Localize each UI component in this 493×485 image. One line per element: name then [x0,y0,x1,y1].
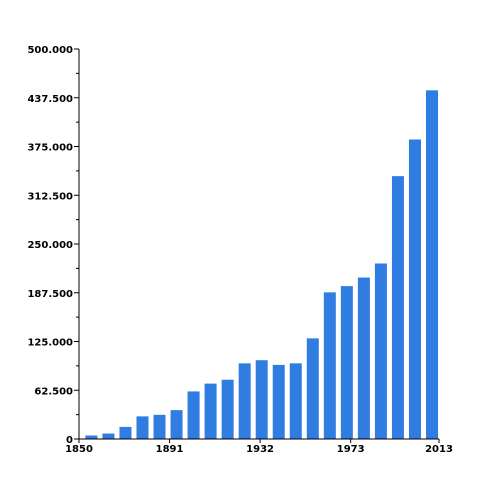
y-tick-label: 187.500 [27,289,73,300]
bar [255,360,268,439]
y-tick-label: 437.500 [27,94,73,105]
x-ticks: 1850 1891 1932 1973 2013 [65,439,453,455]
bar [408,139,421,440]
bar [136,416,149,439]
bar [272,364,285,439]
x-tick-label: 1850 [65,444,93,455]
bar [391,176,404,439]
bar [340,286,353,439]
y-axis: 0 62.500 125.000 187.500 250.000 312.500 375.0… [27,45,80,446]
x-axis: 1850 1891 1932 1973 2013 [65,438,453,455]
bar [85,435,98,439]
bar [238,363,251,439]
y-tick-label: 250.000 [27,240,73,251]
bar [170,410,183,439]
bar [374,263,387,439]
y-tick-label: 375.000 [27,143,73,154]
y-tick-label: 125.000 [27,338,73,349]
y-tick-label: 312.500 [27,191,73,202]
bar [102,433,115,439]
bar [306,338,319,439]
bar [289,363,302,439]
bars [85,90,438,440]
x-tick-label: 2013 [425,444,453,455]
bar [119,426,132,439]
bar [323,292,336,439]
x-tick-label: 1932 [246,444,274,455]
y-tick-label: 500.000 [27,45,73,56]
bar [153,414,166,439]
y-tick-label: 0 [66,435,73,446]
bar [426,90,438,439]
bar [204,383,217,439]
bar [221,379,234,439]
bar [357,277,370,439]
x-tick-label: 1891 [156,444,184,455]
bar [187,391,200,439]
y-ticks: 0 62.500 125.000 187.500 250.000 312.500 375.0… [27,45,79,446]
y-tick-label: 62.500 [34,386,73,397]
x-tick-label: 1973 [337,444,365,455]
